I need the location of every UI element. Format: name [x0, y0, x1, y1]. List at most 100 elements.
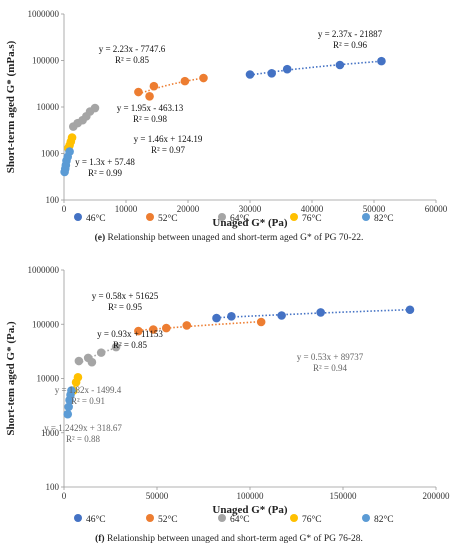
x-tick-label: 0: [62, 204, 67, 214]
regression-annotation: R² = 0.91: [71, 396, 105, 406]
data-point-46c: [316, 308, 325, 317]
y-axis-title: Short-term aged G* (mPa.s): [5, 40, 17, 173]
regression-annotation: y = 1.82x - 1499.4: [55, 385, 122, 395]
regression-annotation: R² = 0.88: [66, 434, 101, 444]
legend-label: 46°C: [86, 213, 106, 224]
x-tick-label: 50000: [146, 491, 169, 501]
data-point-52c: [149, 81, 159, 91]
caption-text: Relationship between unaged and short-te…: [105, 232, 363, 243]
legend-marker-82c: [362, 213, 370, 221]
regression-annotation: R² = 0.85: [115, 55, 150, 65]
x-tick-label: 60000: [425, 204, 448, 214]
y-tick-label: 1000: [41, 428, 60, 438]
legend-label: 82°C: [374, 514, 394, 525]
regression-annotation: y = 1.3x + 57.48: [75, 157, 135, 167]
data-point-52c: [134, 326, 143, 336]
x-tick-label: 50000: [363, 204, 386, 214]
caption-label: (e): [95, 232, 106, 243]
data-point-46c: [377, 56, 386, 66]
legend-marker-76c: [290, 514, 298, 522]
regression-annotation: y = 1.95x - 463.13: [117, 103, 184, 113]
data-point-64c: [87, 357, 97, 367]
y-axis-title: Short-tem aged G* (Pa.): [5, 321, 17, 436]
legend-label: 82°C: [374, 213, 394, 224]
data-point-52c: [145, 91, 154, 101]
data-point-52c: [256, 317, 266, 327]
y-tick-label: 1000000: [28, 9, 60, 19]
data-point-52c: [162, 323, 171, 333]
y-tick-label: 100000: [32, 56, 60, 66]
legend-marker-52c: [146, 514, 154, 522]
x-axis-title: Unaged G* (Pa): [212, 504, 288, 516]
trendline-52c: [138, 77, 204, 95]
x-tick-label: 200000: [423, 491, 451, 501]
y-tick-label: 100: [46, 482, 60, 492]
legend-label: 52°C: [158, 213, 178, 224]
data-point-82c: [67, 386, 76, 395]
legend-label: 64°C: [230, 213, 250, 224]
x-tick-label: 30000: [239, 204, 262, 214]
trendline-46c: [216, 308, 411, 319]
data-point-82c: [63, 409, 73, 419]
data-point-64c: [74, 356, 84, 366]
data-point-64c: [90, 103, 100, 113]
legend-label: 64°C: [230, 514, 250, 525]
legend-marker-64c: [218, 514, 226, 522]
regression-annotation: R² = 0.85: [113, 340, 148, 350]
y-tick-label: 10000: [37, 102, 60, 112]
x-tick-label: 150000: [330, 491, 358, 501]
legend-marker-76c: [290, 213, 298, 221]
legend-label: 76°C: [302, 213, 322, 224]
legend-marker-52c: [146, 213, 154, 221]
regression-annotation: y = 0.93x + 11153: [97, 329, 163, 339]
legend-marker-46c: [74, 514, 82, 522]
regression-annotation: y = 2.23x - 7747.6: [99, 44, 166, 54]
y-tick-label: 1000: [41, 149, 60, 159]
x-tick-label: 20000: [177, 204, 200, 214]
y-tick-label: 10000: [37, 374, 60, 384]
data-point-82c: [65, 147, 74, 156]
data-point-76c: [67, 133, 77, 142]
caption-label: (f): [95, 533, 105, 544]
x-tick-label: 0: [62, 491, 67, 501]
data-point-46c: [277, 311, 286, 320]
regression-annotation: y = 1.2429x + 318.67: [44, 423, 122, 433]
figure-caption: (f) Relationship between unaged and shor…: [95, 533, 363, 544]
chart-f: 100 1000 10000 100000 1000000 0 50000 100000 150…: [5, 265, 450, 544]
regression-annotation: R² = 0.96: [333, 40, 368, 50]
y-tick-label: 100: [46, 195, 60, 205]
figure-caption: (e) Relationship between unaged and shor…: [95, 232, 364, 243]
data-point-46c: [335, 60, 345, 70]
regression-annotation: R² = 0.99: [88, 168, 123, 178]
regression-annotation: R² = 0.98: [133, 114, 168, 124]
data-point-46c: [282, 64, 292, 74]
x-tick-label: 10000: [115, 204, 138, 214]
y-tick-label: 100000: [32, 319, 60, 329]
regression-annotation: R² = 0.97: [151, 145, 186, 155]
chart-e: 100 1000 10000 100000 1000000 0 10000 20000 3000…: [5, 9, 448, 243]
regression-annotation: y = 0.53x + 89737: [297, 352, 364, 362]
data-point-52c: [182, 321, 192, 330]
x-axis-title: Unaged G* (Pa): [212, 217, 288, 229]
legend-marker-64c: [218, 213, 226, 221]
data-point-64c: [96, 348, 106, 357]
data-point-46c: [405, 305, 415, 315]
x-tick-label: 100000: [237, 491, 265, 501]
legend-marker-46c: [74, 213, 82, 221]
regression-annotation: y = 2.37x - 21887: [318, 29, 383, 39]
legend-label: 46°C: [86, 514, 106, 525]
data-point-64c: [111, 342, 121, 352]
data-point-52c: [199, 73, 208, 83]
x-tick-label: 40000: [301, 204, 324, 214]
legend-label: 76°C: [302, 514, 322, 525]
data-point-46c: [227, 312, 236, 321]
data-point-76c: [73, 373, 83, 382]
legend-label: 52°C: [158, 514, 178, 525]
data-point-82c: [64, 402, 73, 412]
legend-marker-82c: [362, 514, 370, 522]
y-tick-label: 1000000: [28, 265, 60, 275]
regression-annotation: R² = 0.95: [108, 302, 143, 312]
trendline-52c: [138, 320, 262, 332]
